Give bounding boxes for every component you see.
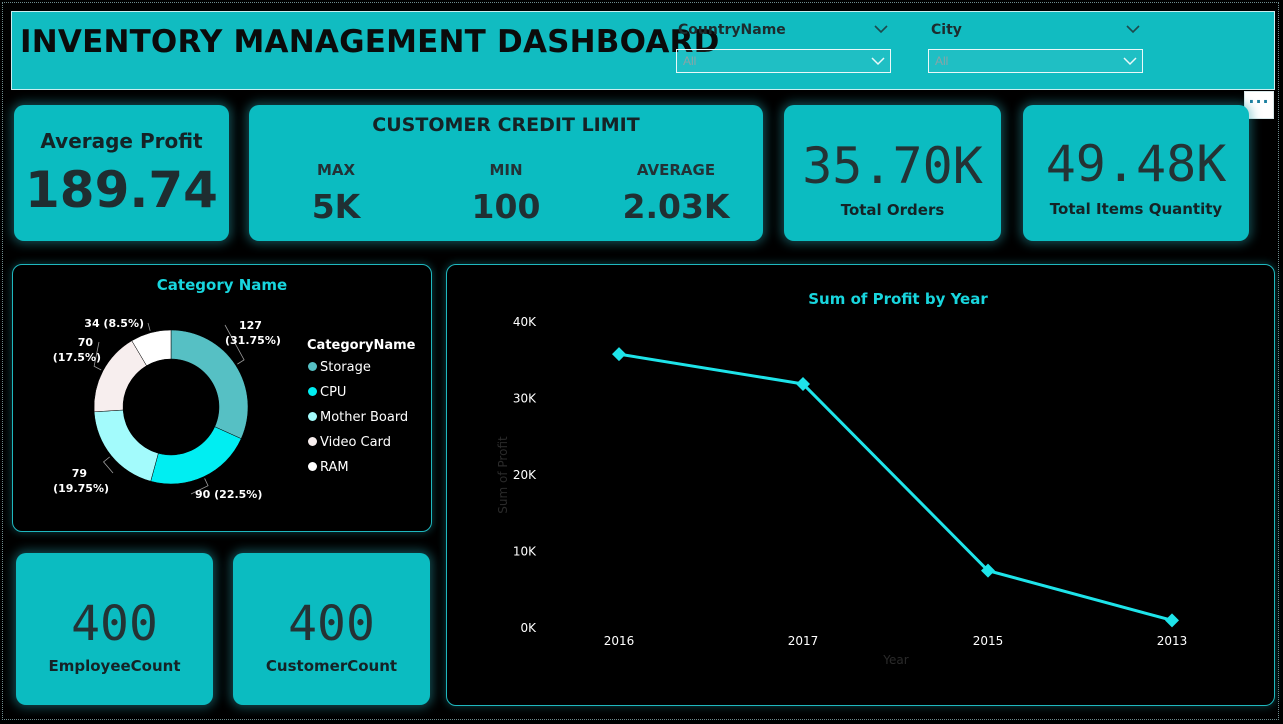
chevron-down-icon [871, 57, 885, 66]
customer-count-card: 400 CustomerCount [233, 553, 430, 705]
country-slicer-dropdown[interactable]: All [676, 49, 891, 73]
total-orders-value: 35.70K [802, 137, 983, 195]
header-banner: INVENTORY MANAGEMENT DASHBOARD CountryNa… [11, 11, 1275, 90]
total-items-quantity-card: 49.48K Total Items Quantity [1023, 105, 1249, 241]
donut-leader-line [147, 322, 151, 331]
country-slicer-label: CountryName [678, 22, 786, 38]
donut-data-label: 34 (8.5%) [84, 317, 144, 330]
y-tick-label: 10K [513, 545, 537, 559]
more-options-button[interactable]: ··· [1244, 91, 1274, 119]
average-profit-label: Average Profit [40, 129, 203, 153]
employee-count-value: 400 [71, 596, 158, 652]
credit-limit-title: CUSTOMER CREDIT LIMIT [372, 114, 640, 136]
credit-average-value: 2.03K [622, 187, 730, 226]
donut-leader-line [190, 478, 209, 495]
legend-label: Video Card [320, 435, 391, 450]
y-tick-label: 30K [513, 392, 537, 406]
profit-by-year-chart: Sum of Profit by Year Year Sum of Profit… [496, 290, 1188, 667]
legend-marker [308, 462, 317, 471]
legend-label: CPU [320, 385, 347, 400]
donut-slice-storage[interactable] [170, 329, 249, 440]
total-items-quantity-value: 49.48K [1045, 135, 1227, 193]
total-orders-card: 35.70K Total Orders [784, 105, 1001, 241]
chevron-down-icon [1123, 57, 1137, 66]
legend-item-storage[interactable]: Storage [308, 360, 371, 375]
donut-data-label: 127 [239, 319, 262, 332]
donut-data-label: 90 (22.5%) [195, 488, 262, 501]
donut-legend-title: CategoryName [307, 338, 416, 353]
x-axis-title: Year [882, 653, 908, 667]
legend-item-mother-board[interactable]: Mother Board [308, 410, 408, 425]
credit-min-value: 100 [471, 187, 541, 226]
donut-data-label: 79 [72, 467, 87, 480]
employee-count-label: EmployeeCount [48, 657, 181, 675]
city-slicer-label: City [931, 22, 962, 38]
profit-by-year-panel: Sum of Profit by Year Year Sum of Profit… [446, 264, 1275, 706]
legend-item-video-card[interactable]: Video Card [308, 435, 391, 450]
donut-leader-line [93, 341, 102, 371]
credit-average-label: AVERAGE [636, 161, 716, 179]
customer-count-label: CustomerCount [265, 657, 398, 675]
donut-slice-mother-board[interactable] [93, 409, 159, 482]
category-donut-chart: 127 (31.75%) 90 (22.5%) 79 (19.75%) 70 (17.5%)… [53, 317, 281, 501]
data-point-2016[interactable] [612, 347, 626, 362]
legend-marker [308, 362, 317, 371]
x-tick-label: 2017 [788, 634, 819, 648]
country-slicer-value: All [683, 54, 697, 68]
donut-data-label-pct: (17.5%) [53, 351, 101, 364]
donut-title: Category Name [156, 276, 288, 294]
donut-data-label-pct: (19.75%) [53, 482, 109, 495]
legend-label: RAM [320, 460, 349, 475]
line-chart-title: Sum of Profit by Year [808, 290, 988, 308]
legend-item-cpu[interactable]: CPU [308, 385, 346, 400]
profit-series-line [618, 352, 1173, 622]
city-slicer-dropdown[interactable]: All [928, 49, 1143, 73]
credit-min-label: MIN [489, 161, 523, 179]
average-profit-value: 189.74 [25, 161, 218, 219]
legend-marker [308, 387, 317, 396]
category-donut-panel: Category Name 127 (31.75%) 90 (22.5%) 79 (19… [12, 264, 432, 532]
legend-marker [308, 412, 317, 421]
credit-max-value: 5K [311, 187, 361, 226]
x-tick-label: 2015 [973, 634, 1004, 648]
employee-count-card: 400 EmployeeCount [16, 553, 213, 705]
donut-data-label-pct: (31.75%) [225, 334, 281, 347]
legend-marker [308, 437, 317, 446]
donut-leader-line [224, 324, 245, 365]
x-tick-label: 2013 [1157, 634, 1188, 648]
donut-leader-line [102, 456, 114, 474]
y-tick-label: 40K [513, 315, 537, 329]
x-tick-label: 2016 [604, 634, 635, 648]
total-items-quantity-label: Total Items Quantity [1049, 200, 1223, 218]
data-point-2017[interactable] [796, 376, 810, 391]
chevron-down-icon[interactable] [1124, 20, 1142, 38]
customer-credit-limit-card: CUSTOMER CREDIT LIMIT MAX 5K MIN 100 AVE… [249, 105, 763, 241]
y-tick-label: 20K [513, 468, 537, 482]
credit-max-label: MAX [316, 161, 356, 179]
customer-count-value: 400 [288, 596, 375, 652]
dashboard-title: INVENTORY MANAGEMENT DASHBOARD [20, 24, 720, 60]
total-orders-label: Total Orders [840, 201, 945, 219]
donut-data-label: 70 [78, 336, 94, 349]
y-axis-title: Sum of Profit [496, 436, 510, 514]
legend-label: Storage [320, 360, 371, 375]
legend-label: Mother Board [320, 410, 409, 425]
donut-slice-ram[interactable] [131, 329, 172, 367]
city-slicer-value: All [935, 54, 949, 68]
chevron-down-icon[interactable] [872, 20, 890, 38]
data-point-2015[interactable] [981, 563, 995, 578]
y-tick-label: 0K [520, 621, 537, 635]
data-point-2013[interactable] [1165, 613, 1179, 628]
donut-slice-cpu[interactable] [150, 426, 242, 485]
average-profit-card: Average Profit 189.74 [14, 105, 229, 241]
legend-item-ram[interactable]: RAM [308, 460, 349, 475]
